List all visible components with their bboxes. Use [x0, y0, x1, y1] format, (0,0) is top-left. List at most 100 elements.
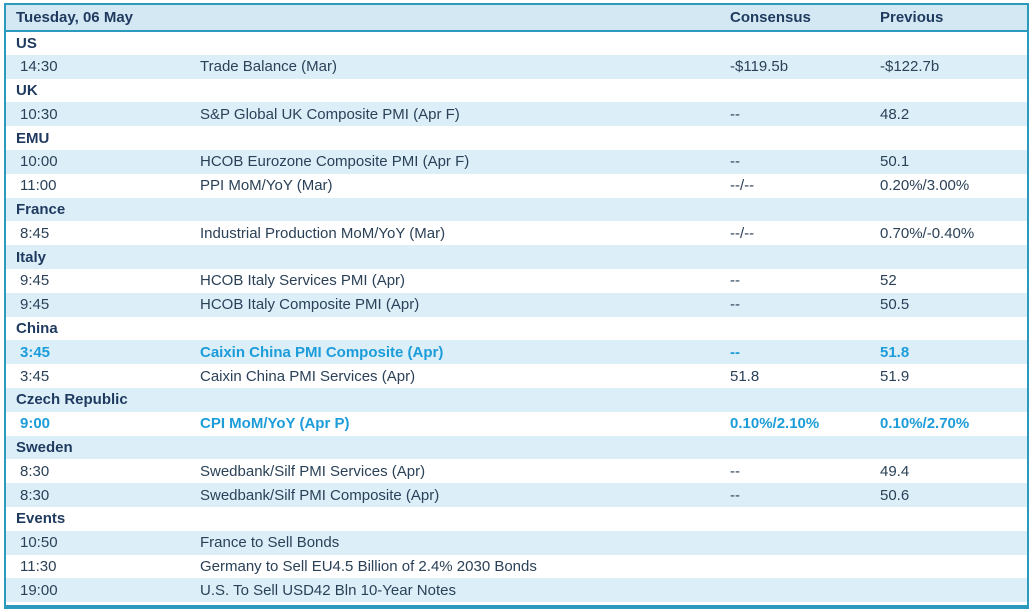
previous-cell: 49.4 — [880, 462, 910, 480]
column-header-previous: Previous — [880, 5, 1027, 32]
calendar-header: Tuesday, 06 May Consensus Previous — [6, 5, 1027, 32]
section-label: Sweden — [16, 438, 73, 456]
consensus-cell: --/-- — [730, 224, 755, 242]
event-cell: Swedbank/Silf PMI Composite (Apr) — [200, 486, 440, 504]
section-label: China — [16, 319, 58, 337]
section-label: Italy — [16, 248, 47, 266]
section-label: France — [16, 200, 66, 218]
event-row: 11:30 Germany to Sell EU4.5 Billion of 2.… — [6, 554, 1027, 579]
section-row: US — [6, 31, 1027, 55]
event-cell: HCOB Italy Services PMI (Apr) — [200, 272, 406, 290]
time-cell: 10:50 — [20, 534, 58, 552]
previous-cell: 0.70%/-0.40% — [880, 224, 975, 242]
previous-cell: 52 — [880, 272, 897, 290]
consensus-cell: 51.8 — [730, 367, 760, 385]
previous-cell — [880, 578, 1027, 602]
consensus-cell: --/-- — [730, 177, 755, 195]
event-row: 14:30 Trade Balance (Mar) -$119.5b -$122.7b — [6, 54, 1027, 79]
previous-cell: 51.9 — [880, 367, 910, 385]
section-row: Italy — [6, 245, 1027, 269]
previous-cell: 50.5 — [880, 296, 910, 314]
event-row: 9:00 CPI MoM/YoY (Apr P) 0.10%/2.10% 0.10%/… — [6, 411, 1027, 436]
event-cell: HCOB Eurozone Composite PMI (Apr F) — [200, 153, 470, 171]
date-title: Tuesday, 06 May — [6, 5, 730, 32]
time-cell: 9:45 — [20, 296, 50, 314]
time-cell: 11:30 — [20, 557, 57, 575]
event-row: 3:45 Caixin China PMI Services (Apr) 51.8 5… — [6, 364, 1027, 388]
time-cell: 14:30 — [20, 58, 58, 76]
event-row: 8:30 Swedbank/Silf PMI Composite (Apr) -- 5… — [6, 483, 1027, 507]
consensus-cell — [730, 555, 880, 579]
section-row: EMU — [6, 126, 1027, 150]
section-label: Czech Republic — [16, 391, 128, 409]
event-row: 8:45 Industrial Production MoM/YoY (Mar) -… — [6, 221, 1027, 246]
consensus-cell: -$119.5b — [730, 58, 789, 76]
time-cell: 8:30 — [20, 462, 50, 480]
previous-cell: 50.1 — [880, 153, 910, 171]
time-cell: 3:45 — [20, 343, 51, 361]
time-cell: 9:00 — [20, 415, 51, 433]
section-row: Czech Republic — [6, 387, 1027, 412]
time-cell: 10:00 — [20, 153, 58, 171]
previous-cell: -$122.7b — [880, 58, 940, 76]
previous-cell: 51.8 — [880, 343, 910, 361]
consensus-cell: -- — [730, 462, 740, 480]
event-row: 8:30 Swedbank/Silf PMI Services (Apr) -- 49… — [6, 459, 1027, 484]
column-header-consensus: Consensus — [730, 5, 880, 32]
section-row: China — [6, 316, 1027, 341]
event-cell: U.S. To Sell USD42 Bln 10-Year Notes — [200, 581, 456, 599]
section-row: Sweden — [6, 435, 1027, 460]
time-cell: 8:45 — [20, 224, 50, 242]
section-label: US — [16, 34, 37, 52]
section-label: EMU — [16, 129, 50, 147]
event-row: 10:00 HCOB Eurozone Composite PMI (Apr F)… — [6, 149, 1027, 174]
event-row: 10:30 S&P Global UK Composite PMI (Apr F)… — [6, 102, 1027, 127]
time-cell: 19:00 — [20, 581, 58, 599]
section-label: UK — [16, 81, 38, 99]
event-cell: Caixin China PMI Composite (Apr) — [200, 343, 444, 361]
event-row: 3:45 Caixin China PMI Composite (Apr) -- 51… — [6, 340, 1027, 365]
consensus-cell — [730, 578, 880, 602]
time-cell: 11:00 — [20, 177, 57, 195]
time-cell: 8:30 — [20, 486, 50, 504]
time-cell: 10:30 — [20, 105, 58, 123]
event-cell: Trade Balance (Mar) — [200, 58, 337, 76]
previous-cell — [880, 555, 1027, 579]
event-cell: S&P Global UK Composite PMI (Apr F) — [200, 105, 460, 123]
event-cell: HCOB Italy Composite PMI (Apr) — [200, 296, 420, 314]
consensus-cell — [730, 531, 880, 555]
event-cell: France to Sell Bonds — [200, 534, 340, 552]
previous-cell: 50.6 — [880, 486, 910, 504]
event-row: 11:00 PPI MoM/YoY (Mar) --/-- 0.20%/3.00% — [6, 173, 1027, 198]
previous-cell — [880, 531, 1027, 555]
header-row: Tuesday, 06 May Consensus Previous — [6, 5, 1027, 32]
consensus-cell: -- — [730, 153, 740, 171]
consensus-cell: -- — [730, 105, 740, 123]
previous-cell: 0.20%/3.00% — [880, 177, 970, 195]
section-row: UK — [6, 78, 1027, 103]
time-cell: 3:45 — [20, 367, 50, 385]
economic-calendar-table: Tuesday, 06 May Consensus Previous US 14:… — [4, 3, 1029, 609]
section-row: France — [6, 197, 1027, 222]
time-cell: 9:45 — [20, 272, 50, 290]
event-row: 9:45 HCOB Italy Composite PMI (Apr) -- 50.5 — [6, 292, 1027, 317]
event-cell: Industrial Production MoM/YoY (Mar) — [200, 224, 446, 242]
consensus-cell: -- — [730, 296, 740, 314]
section-row: Events — [6, 506, 1027, 531]
previous-cell: 48.2 — [880, 105, 910, 123]
event-row: 9:45 HCOB Italy Services PMI (Apr) -- 52 — [6, 268, 1027, 293]
consensus-cell: -- — [730, 272, 740, 290]
consensus-cell: -- — [730, 486, 740, 504]
event-cell: Germany to Sell EU4.5 Billion of 2.4% 20… — [200, 557, 537, 575]
event-cell: PPI MoM/YoY (Mar) — [200, 177, 333, 195]
previous-cell: 0.10%/2.70% — [880, 415, 970, 433]
event-row: 10:50 France to Sell Bonds — [6, 530, 1027, 555]
consensus-cell: -- — [730, 343, 740, 361]
event-cell: Swedbank/Silf PMI Services (Apr) — [200, 462, 426, 480]
consensus-cell: 0.10%/2.10% — [730, 415, 820, 433]
event-row: 19:00 U.S. To Sell USD42 Bln 10-Year Note… — [6, 578, 1027, 603]
calendar-body: US 14:30 Trade Balance (Mar) -$119.5b -$122.… — [6, 31, 1027, 603]
event-cell: CPI MoM/YoY (Apr P) — [200, 415, 350, 433]
section-label: Events — [16, 510, 66, 528]
